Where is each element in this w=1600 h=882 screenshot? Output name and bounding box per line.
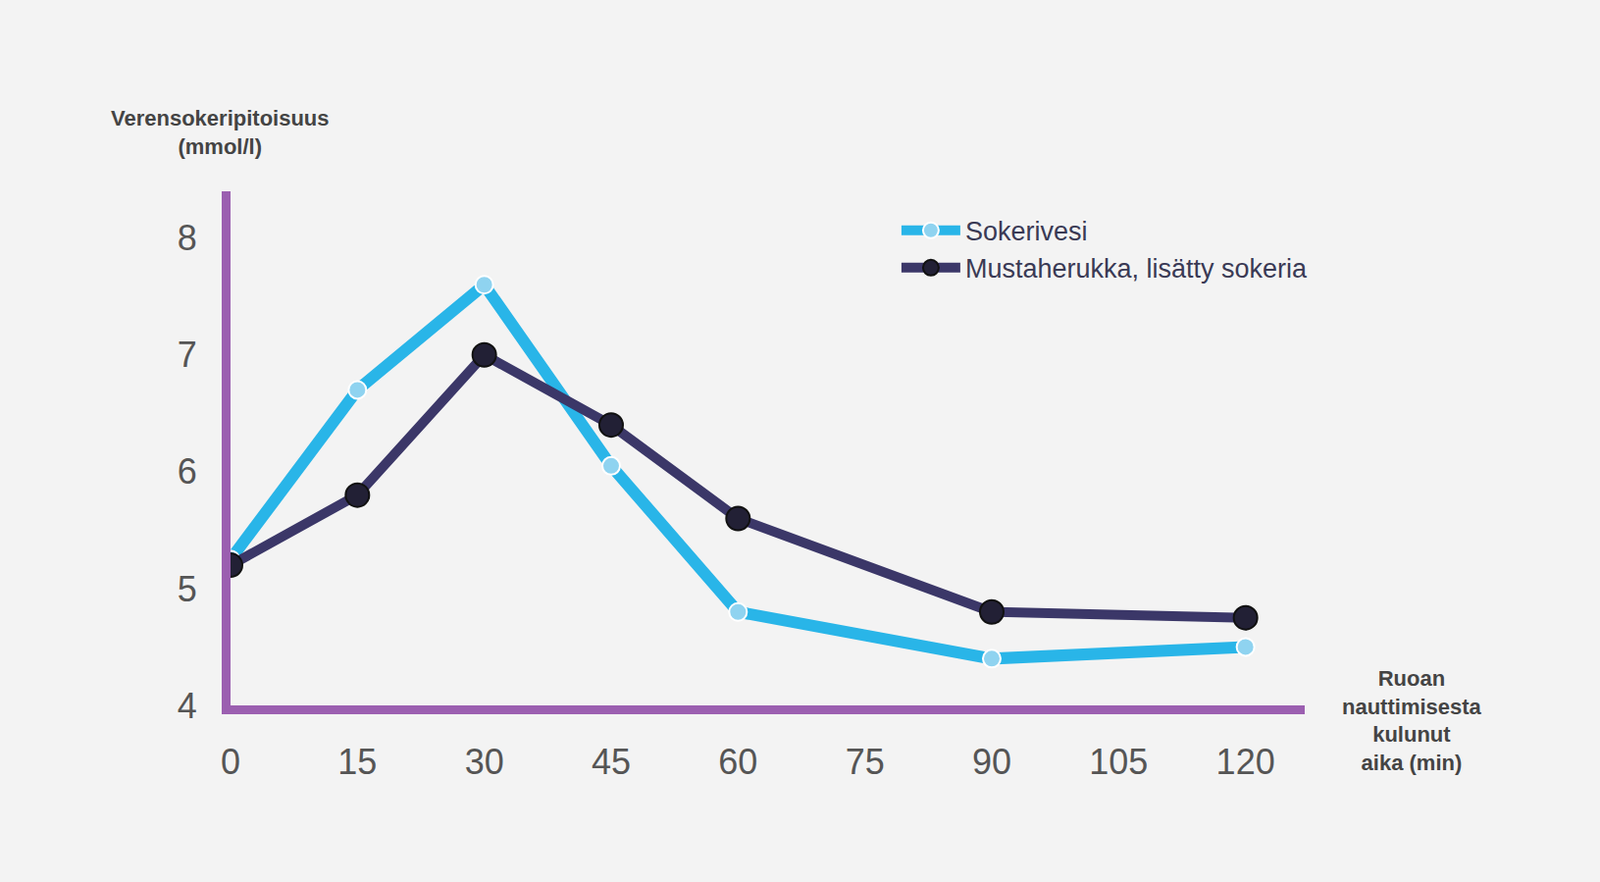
svg-text:105: 105: [1088, 741, 1148, 782]
svg-text:60: 60: [718, 741, 758, 782]
svg-text:7: 7: [177, 334, 198, 375]
svg-text:5: 5: [177, 568, 198, 610]
svg-text:0: 0: [220, 741, 241, 782]
svg-text:30: 30: [464, 741, 505, 782]
svg-text:90: 90: [972, 741, 1012, 782]
svg-text:15: 15: [337, 741, 377, 782]
svg-text:120: 120: [1216, 741, 1276, 782]
svg-text:Sokerivesi: Sokerivesi: [965, 216, 1088, 247]
svg-text:45: 45: [591, 741, 631, 782]
svg-text:4: 4: [177, 685, 198, 726]
svg-text:Verensokeripitoisuus(mmol/l): Verensokeripitoisuus(mmol/l): [110, 105, 330, 159]
svg-text:75: 75: [845, 741, 885, 782]
svg-text:Mustaherukka, lisätty sokeria: Mustaherukka, lisätty sokeria: [965, 254, 1308, 284]
svg-text:Ruoannauttimisestakulunutaika: Ruoannauttimisestakulunutaika (min): [1341, 666, 1483, 775]
svg-text:6: 6: [177, 451, 198, 492]
svg-text:8: 8: [177, 217, 198, 259]
